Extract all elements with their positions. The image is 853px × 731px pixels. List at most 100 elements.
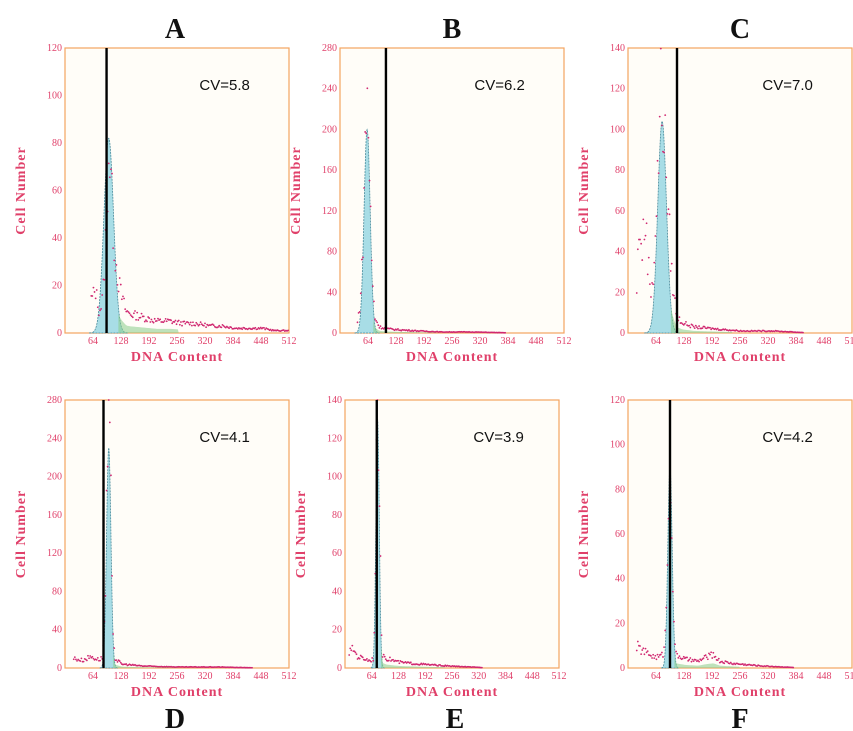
data-point [114, 269, 117, 272]
data-point [95, 289, 98, 291]
data-dots [90, 162, 290, 333]
data-point [369, 205, 372, 208]
data-point [656, 159, 659, 162]
data-point [384, 658, 387, 661]
data-point [113, 647, 116, 650]
y-tick-label: 80 [52, 586, 62, 597]
y-tick-label: 0 [57, 663, 62, 674]
data-point [134, 310, 136, 312]
data-point [676, 652, 679, 655]
data-point [667, 208, 670, 211]
y-tick-label: 240 [322, 84, 337, 95]
data-point [370, 259, 373, 262]
x-tick-label: 256 [445, 671, 460, 682]
data-point [133, 312, 135, 315]
data-point [636, 248, 639, 251]
x-tick-label: 448 [817, 336, 832, 347]
y-axis-label: Cell Number [14, 146, 29, 234]
data-point [145, 319, 147, 322]
x-tick-label: 384 [498, 671, 513, 682]
data-point [117, 290, 120, 293]
x-axis-label: DNA Content [694, 685, 786, 700]
data-point [188, 323, 191, 326]
data-point [124, 308, 127, 310]
y-tick-label: 60 [615, 529, 625, 540]
data-point [664, 114, 667, 116]
data-point [371, 285, 374, 288]
y-tick-label: 100 [610, 440, 625, 451]
panel-letter: C [730, 14, 750, 45]
data-point [103, 278, 106, 281]
data-point [163, 320, 166, 322]
y-tick-label: 20 [52, 281, 62, 292]
data-point [378, 505, 381, 508]
data-dots [348, 399, 483, 669]
data-point [364, 131, 367, 133]
data-point [665, 176, 668, 179]
y-tick-label: 120 [327, 433, 342, 444]
data-point [688, 324, 691, 327]
data-point [661, 124, 663, 127]
x-tick-label: 64 [651, 671, 661, 682]
panel-letter: F [731, 704, 748, 731]
data-point [644, 647, 647, 650]
data-point [264, 328, 267, 331]
data-point [729, 661, 732, 664]
data-point [379, 325, 382, 327]
x-tick-label: 128 [677, 336, 692, 347]
data-point [93, 291, 96, 293]
data-dots [356, 87, 507, 334]
x-tick-label: 320 [471, 671, 486, 682]
data-point [370, 660, 373, 663]
data-point [705, 656, 708, 659]
data-point [375, 319, 377, 322]
data-point [640, 242, 643, 245]
data-point [212, 324, 215, 327]
data-point [661, 651, 663, 654]
data-dots [635, 501, 795, 669]
x-tick-label: 64 [363, 336, 373, 347]
x-tick-label: 128 [391, 671, 406, 682]
data-point [651, 282, 653, 284]
x-axis-label: DNA Content [406, 350, 498, 365]
data-point [712, 651, 715, 654]
y-tick-label: 80 [327, 247, 337, 258]
data-point [392, 658, 394, 661]
x-axis-label: DNA Content [694, 350, 786, 365]
data-point [648, 283, 651, 285]
data-point [657, 172, 660, 175]
y-tick-label: 80 [615, 165, 625, 176]
data-point [108, 176, 111, 179]
data-point [691, 324, 694, 326]
data-point [665, 606, 668, 609]
y-tick-label: 120 [610, 84, 625, 95]
x-tick-label: 320 [473, 336, 488, 347]
secondary-peak-fill [373, 319, 438, 333]
x-tick-label: 384 [789, 671, 804, 682]
data-point [670, 262, 673, 265]
data-point [128, 312, 131, 315]
x-tick-label: 192 [417, 336, 432, 347]
data-point [670, 537, 673, 539]
data-point [119, 283, 122, 286]
data-point [721, 660, 723, 663]
data-point [178, 323, 181, 326]
x-tick-label: 192 [142, 336, 157, 347]
data-point [653, 657, 656, 660]
x-tick-label: 512 [552, 671, 567, 682]
data-point [152, 321, 155, 324]
x-tick-label: 128 [114, 336, 129, 347]
data-point [700, 659, 703, 662]
data-point [691, 658, 694, 661]
data-point [122, 295, 124, 298]
y-tick-label: 80 [332, 510, 342, 521]
secondary-peak-fill [380, 645, 445, 668]
data-point [688, 658, 691, 661]
x-axis-label: DNA Content [131, 350, 223, 365]
data-point [657, 656, 660, 658]
data-point [98, 314, 100, 317]
data-point [398, 662, 401, 665]
data-point [80, 657, 83, 660]
data-point [636, 640, 639, 643]
data-point [196, 323, 199, 326]
